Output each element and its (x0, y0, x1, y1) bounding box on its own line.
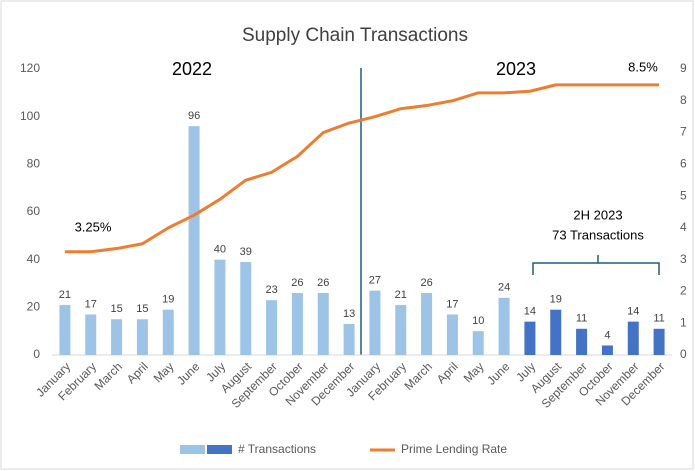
annotation: 2022 (172, 59, 212, 79)
bar (550, 309, 562, 355)
data-label: 96 (188, 110, 200, 122)
bar (343, 324, 355, 355)
y2-tick-label: 1 (680, 315, 687, 329)
y-tick-label: 0 (33, 347, 40, 361)
bar (59, 304, 71, 355)
bar (136, 319, 148, 355)
legend-label: # Transactions (238, 442, 316, 456)
bar (188, 126, 200, 355)
bar (524, 321, 536, 355)
chart-title: Supply Chain Transactions (242, 25, 468, 46)
data-label: 13 (343, 308, 355, 320)
data-label: 26 (420, 277, 432, 289)
bar (576, 328, 588, 355)
legend-label: Prime Lending Rate (401, 442, 507, 456)
data-label: 17 (446, 298, 458, 310)
bar (214, 259, 226, 355)
data-label: 15 (136, 303, 148, 315)
bar (498, 297, 510, 355)
y-tick-label: 100 (20, 109, 40, 123)
bar (111, 319, 123, 355)
data-label: 39 (240, 246, 252, 258)
legend-swatch (180, 445, 205, 454)
bar (421, 293, 433, 355)
y2-tick-label: 5 (680, 188, 687, 202)
y2-tick-label: 9 (680, 61, 687, 75)
data-label: 11 (653, 313, 664, 325)
data-label: 27 (369, 275, 381, 287)
y-tick-label: 80 (27, 157, 41, 171)
bar (317, 293, 329, 355)
bar (240, 262, 252, 355)
data-label: 26 (291, 277, 303, 289)
y-tick-label: 20 (27, 300, 41, 314)
bracket (532, 255, 660, 275)
data-label: 21 (395, 289, 407, 301)
bar (472, 331, 484, 355)
bar (601, 345, 613, 355)
bar (653, 328, 665, 355)
data-label: 4 (604, 329, 610, 341)
bar (291, 293, 303, 355)
annotation: 2023 (496, 59, 536, 79)
y2-tick-label: 7 (680, 125, 687, 139)
data-label: 40 (214, 244, 226, 256)
bar (395, 304, 407, 355)
line (64, 83, 660, 254)
y-tick-label: 60 (27, 204, 41, 218)
y2-tick-label: 8 (680, 93, 687, 107)
y2-tick-label: 6 (680, 157, 687, 171)
data-label: 21 (59, 289, 71, 301)
data-label: 14 (524, 306, 536, 318)
y2-tick-label: 3 (680, 252, 687, 266)
y-tick-label: 120 (20, 61, 40, 75)
y-tick-label: 40 (27, 252, 41, 266)
data-label: 23 (265, 284, 277, 296)
data-label: 14 (627, 306, 639, 318)
annotation: 3.25% (75, 219, 112, 234)
data-label: 19 (550, 294, 562, 306)
legend-swatch (207, 445, 232, 454)
bar (446, 314, 458, 355)
bar (369, 290, 381, 355)
data-label: 19 (162, 294, 174, 306)
bar (85, 314, 97, 355)
data-label: 24 (498, 282, 510, 294)
annotation: 8.5% (628, 59, 658, 74)
bar (266, 300, 278, 355)
data-label: 17 (85, 298, 97, 310)
data-label: 11 (576, 313, 587, 325)
bar (162, 309, 174, 355)
y2-tick-label: 4 (680, 220, 687, 234)
bar (627, 321, 639, 355)
data-label: 10 (472, 315, 484, 327)
y2-tick-label: 2 (680, 284, 687, 298)
annotation: 2H 2023 (573, 207, 622, 222)
data-label: 15 (110, 303, 122, 315)
data-label: 26 (317, 277, 329, 289)
annotation: 73 Transactions (552, 227, 644, 242)
y2-tick-label: 0 (680, 347, 687, 361)
